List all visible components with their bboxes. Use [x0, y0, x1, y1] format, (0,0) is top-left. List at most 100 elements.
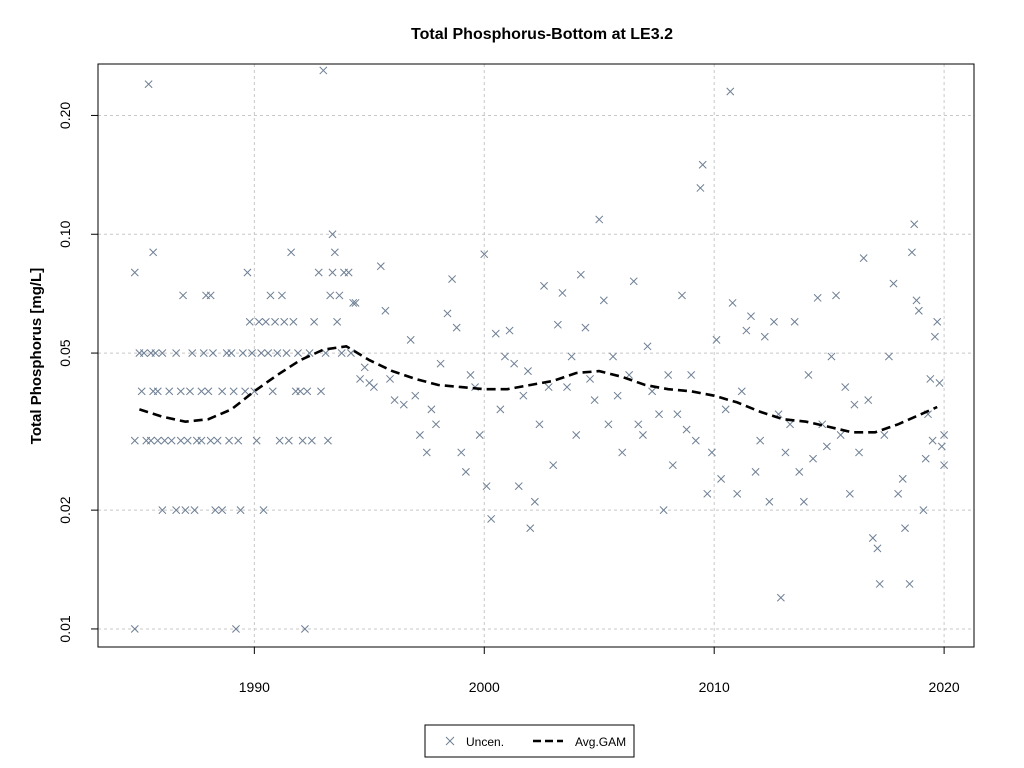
data-point: [850, 400, 859, 409]
data-point: [280, 317, 289, 326]
data-point: [696, 184, 705, 192]
data-point: [535, 420, 544, 429]
data-point: [482, 482, 491, 491]
y-tick-label: 0.02: [57, 496, 73, 523]
data-point: [526, 524, 535, 533]
data-point: [360, 363, 369, 372]
data-point: [399, 400, 408, 409]
data-point: [206, 436, 215, 445]
data-point: [271, 317, 279, 326]
data-point: [457, 448, 466, 457]
data-point: [443, 309, 452, 318]
data-point: [832, 291, 841, 300]
data-point: [197, 436, 206, 445]
data-point: [149, 248, 158, 257]
data-point: [595, 215, 604, 224]
data-point: [314, 268, 323, 277]
data-point: [873, 544, 882, 553]
data-point: [277, 291, 286, 300]
data-point: [153, 387, 162, 396]
legend-box: [424, 724, 635, 758]
data-point: [487, 514, 496, 523]
data-point: [799, 497, 808, 506]
grid: [98, 64, 974, 647]
data-point: [284, 436, 293, 445]
data-point: [733, 489, 742, 498]
data-point: [197, 387, 206, 396]
data-point: [319, 66, 328, 75]
data-point: [510, 359, 519, 368]
data-point: [655, 410, 663, 419]
data-point: [572, 431, 581, 439]
data-point: [919, 506, 928, 515]
data-point: [576, 270, 585, 279]
data-point: [940, 431, 949, 439]
data-point: [349, 298, 358, 307]
data-point: [703, 489, 712, 498]
data-point: [305, 349, 314, 358]
data-point: [181, 506, 190, 515]
data-point: [549, 461, 558, 470]
data-point: [206, 291, 215, 300]
data-point: [328, 268, 337, 277]
data-point: [176, 387, 185, 396]
data-point: [928, 436, 937, 445]
data-point: [252, 436, 261, 445]
data-point: [289, 317, 298, 326]
data-point: [140, 349, 148, 358]
data-point: [167, 436, 176, 445]
data-point: [728, 298, 737, 307]
data-point: [238, 349, 247, 358]
data-point: [213, 436, 222, 445]
data-point: [926, 374, 935, 383]
data-point: [491, 329, 500, 338]
data-point: [907, 248, 916, 257]
data-point: [544, 383, 553, 392]
data-point: [505, 326, 514, 335]
data-point: [296, 387, 305, 396]
data-point: [770, 317, 778, 326]
data-point: [609, 352, 617, 361]
data-point: [218, 387, 227, 396]
y-tick-label: 0.05: [57, 339, 73, 366]
data-point: [804, 371, 813, 379]
data-point: [818, 420, 827, 429]
gam-line: [139, 344, 938, 434]
data-point: [333, 317, 342, 326]
data-point: [682, 425, 691, 434]
data-point: [691, 436, 700, 445]
y-tick-label: 0.20: [57, 102, 73, 129]
data-point: [282, 349, 291, 358]
data-point: [864, 396, 873, 405]
data-point: [245, 317, 254, 326]
data-point: [406, 335, 415, 344]
data-point: [781, 448, 790, 457]
data-point: [760, 332, 769, 341]
data-point: [369, 383, 378, 392]
data-point: [294, 349, 302, 358]
axis-ticks: 1990 2000 2010 2020 0.01 0.02 0.05 0.10 0.20: [57, 102, 960, 695]
data-point: [756, 436, 765, 445]
data-point: [868, 534, 877, 542]
data-point: [176, 436, 185, 445]
data-point: [234, 436, 243, 445]
data-point: [795, 467, 804, 476]
uncensored-points: [130, 66, 949, 633]
data-point: [183, 436, 192, 445]
data-point: [448, 275, 457, 284]
data-point: [307, 436, 316, 445]
data-point: [422, 448, 431, 457]
data-point: [889, 279, 898, 288]
data-point: [880, 431, 889, 439]
data-point: [540, 281, 549, 290]
data-point: [225, 436, 234, 445]
data-point: [144, 80, 153, 89]
data-point: [158, 349, 167, 358]
data-point: [737, 387, 746, 396]
data-point: [901, 524, 909, 533]
y-axis-label: Total Phosphorus [mg/L]: [28, 268, 45, 444]
data-point: [629, 277, 638, 286]
data-point: [243, 268, 252, 277]
data-point: [717, 474, 726, 483]
data-point: [776, 593, 785, 602]
